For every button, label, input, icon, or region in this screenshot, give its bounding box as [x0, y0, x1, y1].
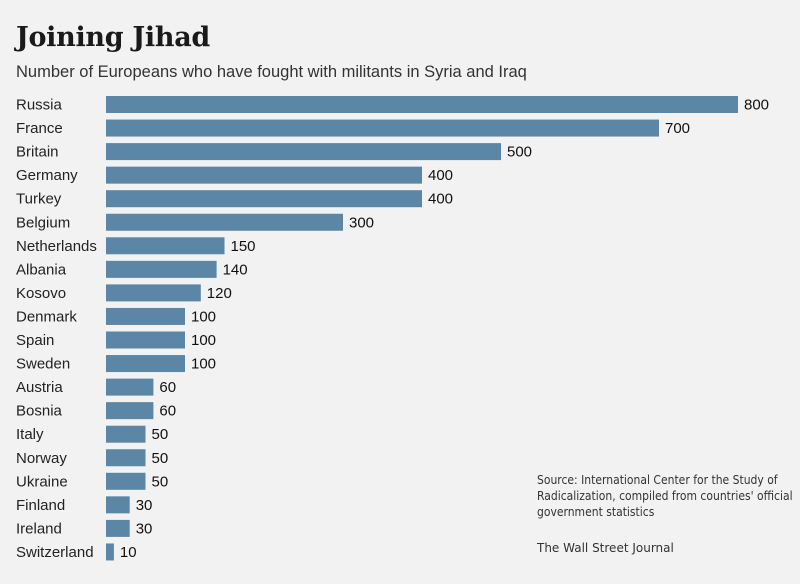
value-label-sweden: 100: [191, 356, 216, 373]
category-label-finland: Finland: [16, 497, 65, 514]
bar-austria: [106, 378, 154, 396]
value-label-italy: 50: [152, 426, 169, 443]
bar-albania: [106, 260, 217, 278]
bar-belgium: [106, 213, 343, 231]
category-label-austria: Austria: [16, 379, 63, 396]
bar-italy: [106, 425, 146, 443]
bar-britain: [106, 143, 501, 161]
category-label-netherlands: Netherlands: [16, 238, 97, 255]
value-label-ukraine: 50: [152, 473, 169, 490]
value-label-france: 700: [665, 120, 690, 137]
category-label-denmark: Denmark: [16, 308, 77, 325]
value-label-denmark: 100: [191, 308, 216, 325]
category-label-russia: Russia: [16, 97, 63, 114]
value-label-netherlands: 150: [231, 238, 256, 255]
value-label-finland: 30: [136, 497, 153, 514]
value-label-norway: 50: [152, 450, 169, 467]
value-label-bosnia: 60: [159, 403, 176, 420]
category-label-kosovo: Kosovo: [16, 285, 66, 302]
bar-finland: [106, 496, 130, 514]
category-label-norway: Norway: [16, 450, 67, 467]
bar-ukraine: [106, 472, 146, 490]
value-label-ireland: 30: [136, 520, 153, 537]
source-note: Source: International Center for the Stu…: [537, 473, 793, 519]
category-label-belgium: Belgium: [16, 214, 70, 231]
value-label-belgium: 300: [349, 214, 374, 231]
value-label-germany: 400: [428, 167, 453, 184]
publication-credit: The Wall Street Journal: [537, 541, 674, 555]
category-label-france: France: [16, 120, 63, 137]
category-label-spain: Spain: [16, 332, 54, 349]
value-label-switzerland: 10: [120, 544, 137, 561]
category-label-sweden: Sweden: [16, 356, 70, 373]
bar-denmark: [106, 307, 185, 325]
bar-sweden: [106, 355, 185, 373]
category-label-germany: Germany: [16, 167, 78, 184]
bar-russia: [106, 96, 738, 113]
value-label-spain: 100: [191, 332, 216, 349]
chart-subtitle: Number of Europeans who have fought with…: [16, 63, 527, 81]
chart-title: Joining Jihad: [16, 22, 210, 53]
category-label-ireland: Ireland: [16, 520, 62, 537]
category-label-britain: Britain: [16, 144, 59, 161]
bar-bosnia: [106, 402, 154, 420]
value-label-kosovo: 120: [207, 285, 232, 302]
bar-kosovo: [106, 284, 201, 302]
bar-ireland: [106, 519, 130, 537]
value-label-turkey: 400: [428, 191, 453, 208]
category-label-turkey: Turkey: [16, 191, 62, 208]
bar-france: [106, 119, 659, 137]
category-label-ukraine: Ukraine: [16, 473, 68, 490]
bar-switzerland: [106, 543, 114, 561]
bar-norway: [106, 449, 146, 467]
category-label-italy: Italy: [16, 426, 44, 443]
value-label-russia: 800: [744, 97, 769, 114]
category-label-albania: Albania: [16, 261, 67, 278]
value-label-britain: 500: [507, 144, 532, 161]
category-label-bosnia: Bosnia: [16, 403, 63, 420]
bar-spain: [106, 331, 185, 349]
value-label-austria: 60: [159, 379, 176, 396]
value-label-albania: 140: [223, 261, 248, 278]
bar-netherlands: [106, 237, 225, 255]
bar-turkey: [106, 190, 422, 208]
category-label-switzerland: Switzerland: [16, 544, 94, 561]
bar-germany: [106, 166, 422, 184]
